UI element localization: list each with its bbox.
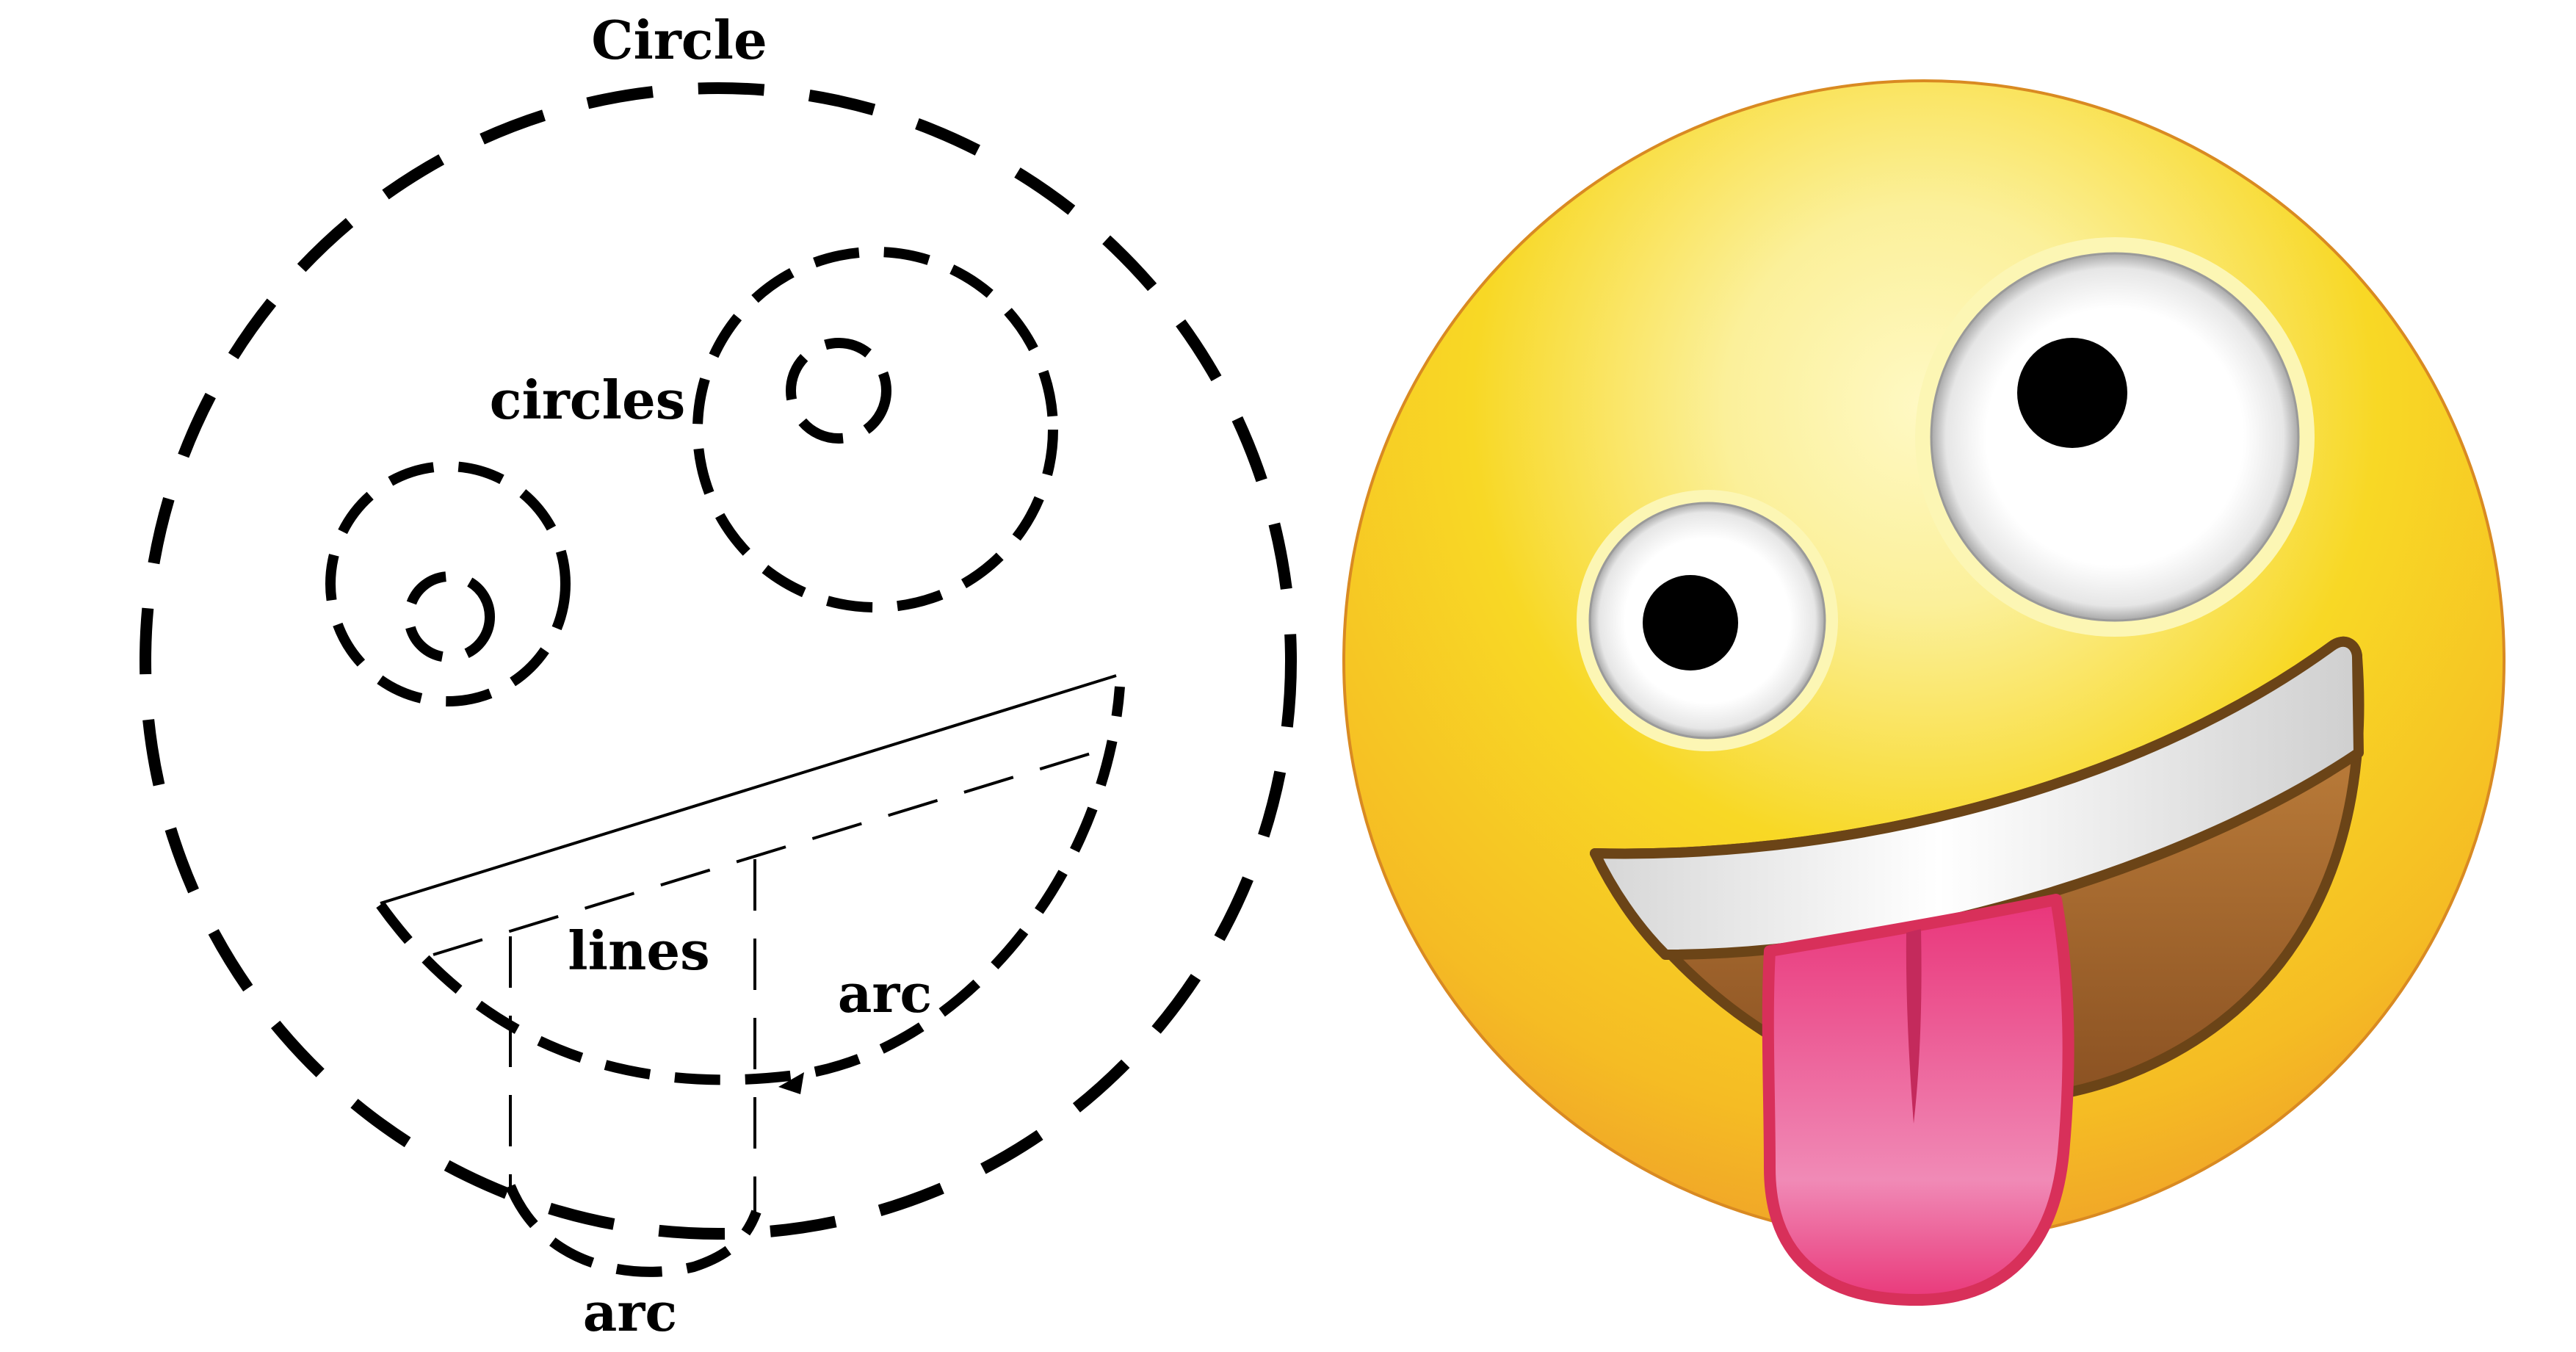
mouth-top-line <box>380 674 1117 905</box>
right-eye-outer-circle <box>692 247 1058 612</box>
arc-pointer <box>778 1072 804 1094</box>
left-eye-outer-circle <box>325 461 571 706</box>
emoji-large-pupil <box>2017 338 2127 448</box>
label-circles: circles <box>490 369 686 431</box>
left-eye-inner-circle <box>404 571 495 662</box>
emoji-large-eye <box>1930 252 2300 622</box>
emoji-tongue <box>1762 894 2074 1306</box>
outer-face-circle <box>140 82 1297 1240</box>
label-circle: Circle <box>591 9 767 71</box>
mouth-inner-line <box>433 748 1106 956</box>
emoji-small-pupil <box>1643 575 1738 670</box>
emoji-teeth <box>1590 636 2364 960</box>
mouth-arc <box>376 686 1125 1085</box>
construction-diagram: Circle circles lines arc arc <box>140 9 1297 1343</box>
label-lines: lines <box>568 919 709 982</box>
right-eye-inner-circle <box>786 338 891 444</box>
zany-face-emoji <box>1342 79 2506 1306</box>
label-arc-mouth: arc <box>838 962 932 1024</box>
emoji-tongue-groove <box>1906 929 1922 1124</box>
label-arc-tongue: arc <box>583 1281 677 1343</box>
